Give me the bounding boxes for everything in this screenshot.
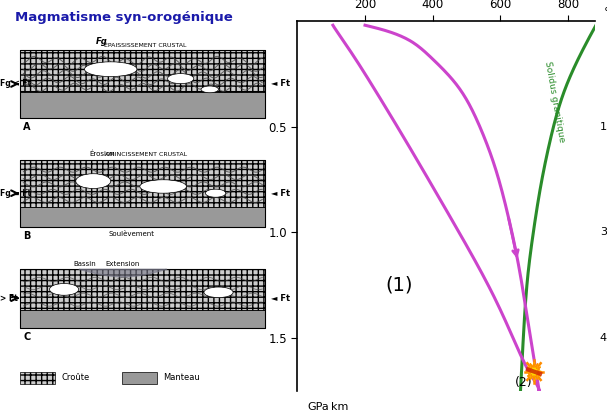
Polygon shape	[527, 362, 541, 381]
Bar	[21, 50, 265, 92]
Text: Fg < Ft: Fg < Ft	[0, 79, 31, 89]
Text: Érosion: Érosion	[89, 151, 115, 158]
Bar	[21, 160, 265, 207]
Text: Croûte: Croûte	[61, 373, 89, 383]
Text: 30: 30	[600, 227, 607, 237]
Text: Extension: Extension	[105, 261, 140, 267]
Ellipse shape	[204, 287, 233, 298]
Text: 45: 45	[600, 333, 607, 343]
Ellipse shape	[168, 74, 194, 84]
Text: ◄ Ft: ◄ Ft	[271, 294, 290, 303]
Text: Soulèvement: Soulèvement	[108, 231, 154, 237]
Text: Fg = Ft: Fg = Ft	[0, 189, 31, 198]
Bar	[21, 269, 265, 310]
Text: Manteau: Manteau	[163, 373, 200, 383]
Text: C: C	[23, 332, 30, 342]
Text: 15: 15	[600, 122, 607, 131]
Ellipse shape	[84, 62, 137, 76]
Text: ◄ Ft: ◄ Ft	[271, 189, 290, 198]
Bar	[123, 372, 157, 384]
Text: ◄ Ft: ◄ Ft	[271, 79, 290, 89]
Ellipse shape	[201, 86, 219, 93]
Text: B: B	[23, 231, 31, 241]
Text: Magmatisme syn-orogénique: Magmatisme syn-orogénique	[15, 10, 232, 24]
Bar	[21, 50, 265, 118]
Bar	[21, 269, 265, 328]
Text: GPa: GPa	[308, 402, 330, 412]
Text: Solidus granitique: Solidus granitique	[543, 60, 566, 142]
Text: A: A	[23, 122, 31, 132]
Ellipse shape	[140, 180, 186, 193]
Text: AMINCISSEMENT CRUSTAL: AMINCISSEMENT CRUSTAL	[104, 152, 187, 158]
Text: > Ft: > Ft	[0, 294, 18, 303]
Text: (2): (2)	[515, 376, 533, 389]
Ellipse shape	[205, 189, 226, 197]
Ellipse shape	[76, 174, 110, 189]
Bar	[21, 310, 265, 328]
Bar	[21, 160, 265, 227]
Text: km: km	[331, 402, 348, 412]
Text: Bassin: Bassin	[73, 261, 96, 267]
Bar	[21, 372, 55, 384]
Ellipse shape	[50, 284, 79, 295]
Text: Fg: Fg	[96, 37, 108, 46]
Text: ÉPAISSISSEMENT CRUSTAL: ÉPAISSISSEMENT CRUSTAL	[104, 43, 187, 48]
Bar	[21, 207, 265, 227]
Bar	[21, 92, 265, 118]
Text: (1): (1)	[385, 276, 413, 294]
Text: °C: °C	[603, 6, 607, 19]
